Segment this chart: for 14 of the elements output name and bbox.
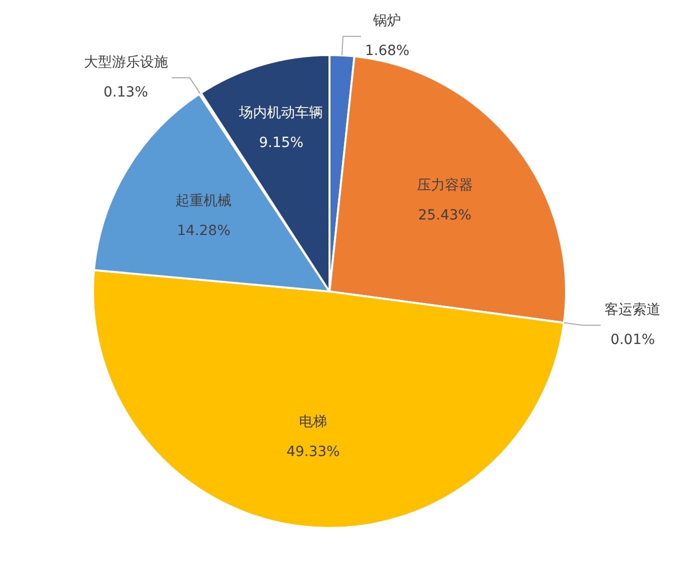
data-label: 49.33% [286,444,340,460]
data-label: 0.01% [610,332,655,348]
slice-label: 起重机械 [176,192,232,209]
data-label: 0.13% [104,84,148,100]
slice-label: 场内机动车辆 [238,104,324,121]
slice-label: 大型游乐设施 [84,54,168,70]
slice-label: 电梯 [299,414,328,430]
data-label: 1.68% [364,43,410,60]
data-label: 14.28% [176,222,230,239]
data-label: 25.43% [418,207,472,224]
data-label: 9.15% [258,134,304,151]
slice-label: 锅炉 [372,13,402,30]
slice-label: 压力容器 [416,177,473,194]
slice-label: 客运索道 [604,302,661,318]
